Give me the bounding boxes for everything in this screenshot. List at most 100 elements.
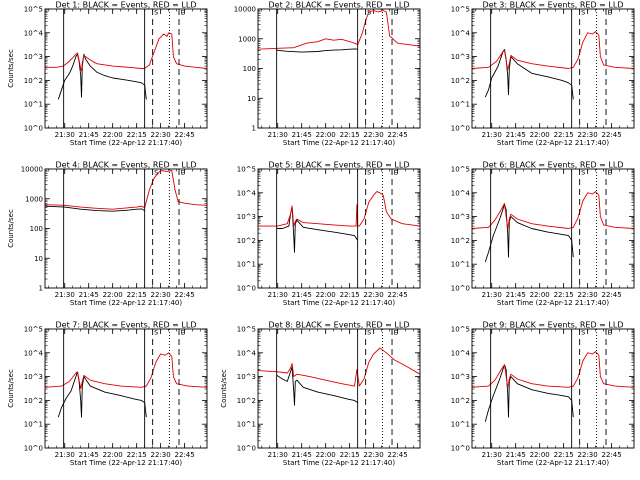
- y-tick-label: 10^0: [451, 285, 470, 293]
- x-axis-label: Start Time (22-Apr-12 21:17:40): [70, 299, 182, 307]
- panel-title: Det 2: BLACK = Events, RED = LLD: [269, 1, 410, 10]
- x-tick-label: 22:15: [127, 291, 147, 299]
- detector-panel-8: Det 8: BLACK = Events, RED = LLD 10^0 10^1…: [220, 321, 421, 467]
- interval-flag: S: [581, 9, 585, 17]
- interval-flag: S: [581, 169, 585, 177]
- y-tick-label: 1000: [238, 35, 256, 43]
- lld-series-line: [471, 351, 635, 388]
- y-tick-label: 10^2: [451, 237, 470, 245]
- detector-panel-3: Det 3: BLACK = Events, RED = LLD 10^0 10^1…: [451, 1, 635, 147]
- lld-series-line: [45, 32, 208, 72]
- x-tick-label: 21:30: [55, 131, 75, 139]
- x-tick-label: 22:30: [364, 451, 384, 459]
- x-tick-label: 22:30: [151, 291, 171, 299]
- lld-series-line: [44, 352, 208, 389]
- y-tick-label: 10^0: [451, 125, 470, 133]
- x-tick-label: 22:15: [340, 131, 360, 139]
- x-axis-label: Start Time (22-Apr-12 21:17:40): [497, 139, 609, 147]
- detector-panel-7: Det 7: BLACK = Events, RED = LLD 10^0 10^1…: [7, 321, 208, 467]
- interval-flag: S: [154, 329, 158, 337]
- detector-panel-2: Det 2: BLACK = Events, RED = LLD 1 10 100 10…: [234, 1, 421, 147]
- panel-title: Det 1: BLACK = Events, RED = LLD: [56, 1, 197, 10]
- interval-flag: S: [154, 169, 158, 177]
- x-tick-label: 22:00: [103, 131, 123, 139]
- detector-panel-1: Det 1: BLACK = Events, RED = LLD 10^0 10^1…: [7, 1, 208, 147]
- x-tick-label: 22:45: [602, 451, 622, 459]
- x-tick-label: 22:30: [578, 291, 598, 299]
- y-tick-label: 10^5: [24, 6, 43, 14]
- y-tick-label: 10^0: [24, 125, 43, 133]
- y-tick-label: 10^3: [237, 213, 256, 221]
- x-axis-label: Start Time (22-Apr-12 21:17:40): [497, 459, 609, 467]
- y-tick-label: 10^1: [237, 261, 256, 269]
- interval-flag: E: [181, 169, 185, 177]
- x-tick-label: 22:45: [175, 451, 195, 459]
- x-axis-label: Start Time (22-Apr-12 21:17:40): [70, 459, 182, 467]
- y-tick-label: 1000: [25, 195, 43, 203]
- panel-title: Det 3: BLACK = Events, RED = LLD: [483, 1, 624, 10]
- x-tick-label: 22:30: [364, 131, 384, 139]
- y-tick-label: 10^4: [24, 29, 44, 37]
- x-tick-label: 22:15: [554, 131, 574, 139]
- y-tick-label: 10000: [234, 6, 256, 14]
- detector-panel-4: Det 4: BLACK = Events, RED = LLD 1 10 100 10…: [7, 161, 208, 307]
- x-tick-label: 22:15: [127, 451, 147, 459]
- interval-flag: S: [367, 329, 371, 337]
- x-axis-label: Start Time (22-Apr-12 21:17:40): [283, 459, 395, 467]
- detector-panel-5: Det 5: BLACK = Events, RED = LLD 10^0 10^1…: [237, 161, 421, 307]
- y-axis-label: Counts/sec: [7, 369, 15, 408]
- events-series-line: [57, 53, 147, 100]
- y-tick-label: 10^5: [451, 6, 470, 14]
- x-tick-label: 21:45: [292, 131, 312, 139]
- y-tick-label: 10^1: [24, 101, 43, 109]
- x-tick-label: 22:30: [151, 451, 171, 459]
- events-series-line: [484, 49, 574, 100]
- plot-frame: [257, 168, 421, 289]
- y-tick-label: 10^2: [24, 77, 43, 85]
- x-tick-label: 21:30: [55, 451, 75, 459]
- x-tick-label: 22:30: [151, 131, 171, 139]
- x-tick-label: 22:30: [364, 291, 384, 299]
- y-tick-label: 10^3: [24, 373, 43, 381]
- x-tick-label: 22:45: [175, 131, 195, 139]
- panel-title: Det 9: BLACK = Events, RED = LLD: [483, 321, 624, 330]
- plot-frame: [44, 8, 208, 129]
- x-tick-label: 22:45: [175, 291, 195, 299]
- y-tick-label: 10^0: [451, 445, 470, 453]
- x-tick-label: 22:00: [530, 451, 550, 459]
- x-tick-label: 21:45: [79, 451, 99, 459]
- y-tick-label: 10^3: [237, 373, 256, 381]
- y-tick-label: 10^4: [451, 189, 471, 197]
- x-tick-label: 22:30: [578, 451, 598, 459]
- y-tick-label: 10^2: [237, 397, 256, 405]
- x-tick-label: 21:45: [506, 451, 526, 459]
- x-tick-label: 22:00: [103, 291, 123, 299]
- plot-frame: [257, 328, 421, 449]
- interval-flag: S: [581, 329, 585, 337]
- y-tick-label: 10^2: [451, 397, 470, 405]
- interval-flag: E: [181, 329, 185, 337]
- plot-frame: [471, 168, 635, 289]
- panel-title: Det 4: BLACK = Events, RED = LLD: [56, 161, 197, 170]
- y-tick-label: 10^3: [451, 53, 470, 61]
- lld-series-line: [44, 170, 208, 210]
- y-tick-label: 1: [252, 125, 256, 133]
- interval-flag: E: [608, 169, 612, 177]
- y-axis-label: Counts/sec: [220, 369, 228, 408]
- y-tick-label: 100: [243, 65, 256, 73]
- y-tick-label: 10^2: [451, 77, 470, 85]
- y-tick-label: 10^5: [237, 326, 256, 334]
- interval-flag: S: [367, 169, 371, 177]
- x-axis-label: Start Time (22-Apr-12 21:17:40): [70, 139, 182, 147]
- x-tick-label: 22:00: [530, 291, 550, 299]
- x-tick-label: 21:30: [482, 451, 502, 459]
- y-tick-label: 10^1: [237, 421, 256, 429]
- plot-frame: [257, 8, 421, 129]
- x-tick-label: 22:15: [554, 291, 574, 299]
- x-tick-label: 22:45: [602, 291, 622, 299]
- y-tick-label: 10^4: [451, 29, 471, 37]
- x-tick-label: 22:00: [103, 451, 123, 459]
- detector-panel-9: Det 9: BLACK = Events, RED = LLD 10^0 10^1…: [451, 321, 635, 467]
- x-tick-label: 21:45: [79, 291, 99, 299]
- y-tick-label: 10^0: [237, 285, 256, 293]
